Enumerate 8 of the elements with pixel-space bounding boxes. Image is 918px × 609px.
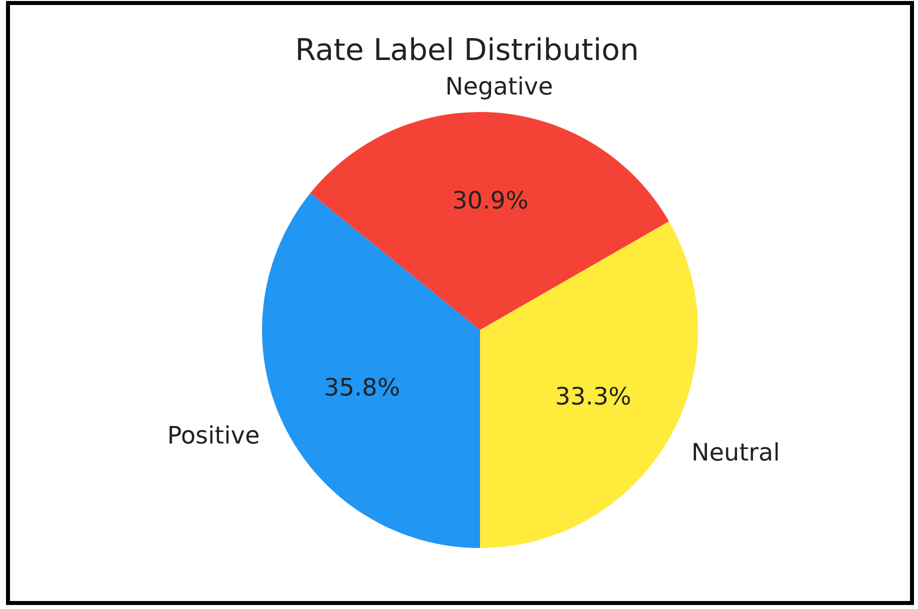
- slice-label: Neutral: [691, 438, 780, 466]
- slice-label: Positive: [167, 421, 260, 450]
- slice-label: Negative: [445, 72, 554, 101]
- data-label: 30.9%: [452, 186, 528, 215]
- data-label: 35.8%: [324, 373, 400, 402]
- data-label: 33.3%: [555, 382, 632, 411]
- pie-slice: [310, 112, 670, 330]
- chart-title: Rate Label Distribution: [295, 33, 639, 68]
